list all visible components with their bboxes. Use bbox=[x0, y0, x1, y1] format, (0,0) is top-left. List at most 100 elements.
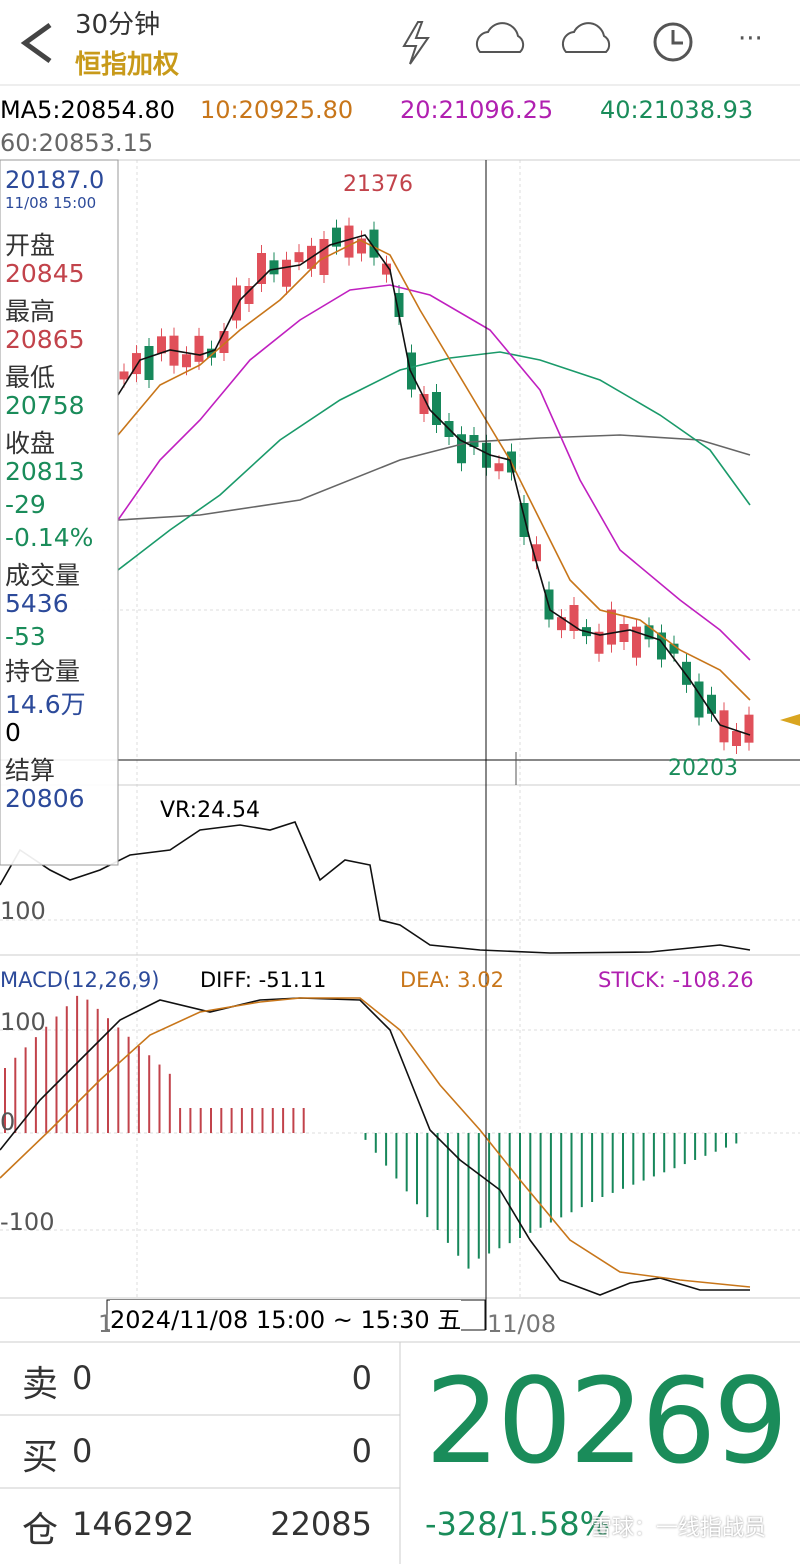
candle-part bbox=[644, 625, 654, 640]
candle-part bbox=[132, 353, 141, 375]
candles bbox=[119, 217, 754, 754]
info-value: -53 bbox=[5, 622, 46, 651]
quote-left: 0 bbox=[72, 1432, 93, 1470]
high-label: 21376 bbox=[343, 172, 413, 197]
candle-part bbox=[657, 632, 666, 660]
info-label: 开盘 bbox=[5, 231, 56, 260]
candle-part bbox=[394, 293, 404, 317]
candle-part bbox=[419, 394, 429, 414]
candle-part bbox=[182, 354, 191, 368]
ma40: 40:21038.93 bbox=[600, 96, 754, 124]
change: -328/1.58% bbox=[425, 1505, 611, 1543]
candle-part bbox=[257, 253, 266, 284]
info-label: 持仓量 bbox=[5, 657, 81, 686]
info-label: 收盘 bbox=[5, 429, 56, 458]
candle-part bbox=[494, 463, 504, 472]
macd-tick: 0 bbox=[0, 1108, 16, 1136]
candle-part bbox=[694, 681, 704, 718]
candle-part bbox=[357, 238, 366, 254]
candle-part bbox=[432, 392, 441, 425]
info-value: -29 bbox=[5, 490, 46, 519]
low-label: 20203 bbox=[668, 756, 738, 781]
candle-part bbox=[319, 239, 329, 275]
ma5: MA5:20854.80 bbox=[0, 96, 175, 124]
candle-part bbox=[707, 694, 716, 714]
info-value: 20813 bbox=[5, 457, 85, 486]
candle-part bbox=[157, 336, 166, 354]
symbol: 恒指加权 bbox=[75, 50, 180, 80]
candle-part bbox=[682, 661, 691, 685]
macd-tick: 100 bbox=[0, 1008, 46, 1036]
info-label: 结算 bbox=[5, 756, 56, 785]
cursor-time: 2024/11/08 15:00 ~ 15:30 五 bbox=[110, 1300, 462, 1335]
time-right: 11/08 bbox=[487, 1310, 557, 1338]
macd-title: MACD(12,26,9) bbox=[0, 968, 160, 992]
candle-part bbox=[519, 503, 529, 537]
diff-line bbox=[0, 997, 750, 1296]
candle-part bbox=[557, 617, 566, 631]
macd-bars bbox=[4, 995, 738, 1269]
info-price: 20187.0 bbox=[5, 166, 105, 194]
candle-part bbox=[457, 434, 466, 464]
macd-diff: DIFF: -51.11 bbox=[200, 968, 327, 992]
candle-part bbox=[207, 348, 216, 358]
info-value: 0 bbox=[5, 718, 21, 747]
ma10: 10:20925.80 bbox=[200, 96, 354, 124]
more-button[interactable]: ··· bbox=[738, 24, 763, 54]
info-label: 成交量 bbox=[5, 561, 81, 590]
info-time: 11/08 15:00 bbox=[5, 194, 97, 212]
watermark: 雪球：一线指战员 bbox=[590, 1516, 767, 1541]
candle-part bbox=[407, 352, 416, 390]
dea-line bbox=[0, 997, 751, 1288]
candle-part bbox=[669, 643, 679, 654]
info-label: 最高 bbox=[5, 297, 56, 326]
panel-borders bbox=[0, 159, 800, 1299]
vr-line bbox=[0, 821, 751, 954]
macd-dea: DEA: 3.02 bbox=[400, 968, 504, 992]
ma-lines bbox=[117, 234, 751, 736]
candle-part bbox=[294, 252, 304, 263]
candle-part bbox=[232, 285, 241, 321]
candle-part bbox=[369, 229, 379, 258]
candle-part bbox=[282, 259, 291, 287]
info-label: 最低 bbox=[5, 363, 56, 392]
quote-left: 146292 bbox=[72, 1505, 195, 1543]
quote-label: 卖 bbox=[22, 1364, 59, 1405]
candle-part bbox=[344, 225, 354, 258]
quote-label: 买 bbox=[22, 1437, 59, 1478]
vr-title: VR:24.54 bbox=[160, 798, 261, 823]
quote-right: 0 bbox=[351, 1432, 372, 1470]
ma20: 20:21096.25 bbox=[400, 96, 554, 124]
info-value: 20845 bbox=[5, 259, 85, 288]
quote-left: 0 bbox=[72, 1359, 93, 1397]
quote-right: 22085 bbox=[270, 1505, 372, 1543]
info-value: 20758 bbox=[5, 391, 85, 420]
icons bbox=[20, 21, 693, 65]
macd-stick: STICK: -108.26 bbox=[598, 968, 754, 992]
info-value: 5436 bbox=[5, 589, 69, 618]
candle-part bbox=[532, 544, 541, 562]
candle-part bbox=[194, 335, 204, 362]
candle-part bbox=[632, 626, 641, 658]
info-value: -0.14% bbox=[5, 523, 94, 552]
info-value: 14.6万 bbox=[5, 690, 86, 719]
info-panel-box bbox=[0, 159, 119, 866]
candle-part bbox=[607, 609, 616, 645]
period: 30分钟 bbox=[75, 10, 161, 40]
quote-label: 仓 bbox=[22, 1510, 59, 1551]
candle-part bbox=[332, 227, 341, 247]
info-value: 20806 bbox=[5, 784, 85, 813]
candle-part bbox=[619, 624, 629, 642]
quote-right: 0 bbox=[351, 1359, 372, 1397]
macd-tick: -100 bbox=[0, 1208, 55, 1236]
grid bbox=[0, 160, 800, 1300]
candle-part bbox=[269, 260, 279, 275]
ma60: 60:20853.15 bbox=[0, 129, 154, 157]
vr-tick: 100 bbox=[0, 897, 46, 925]
candle-part bbox=[732, 731, 741, 746]
candle-part bbox=[119, 371, 129, 380]
info-value: 20865 bbox=[5, 325, 85, 354]
last-price: 20269 bbox=[425, 1352, 788, 1490]
